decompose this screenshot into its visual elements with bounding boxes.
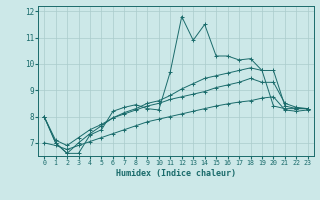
X-axis label: Humidex (Indice chaleur): Humidex (Indice chaleur) <box>116 169 236 178</box>
